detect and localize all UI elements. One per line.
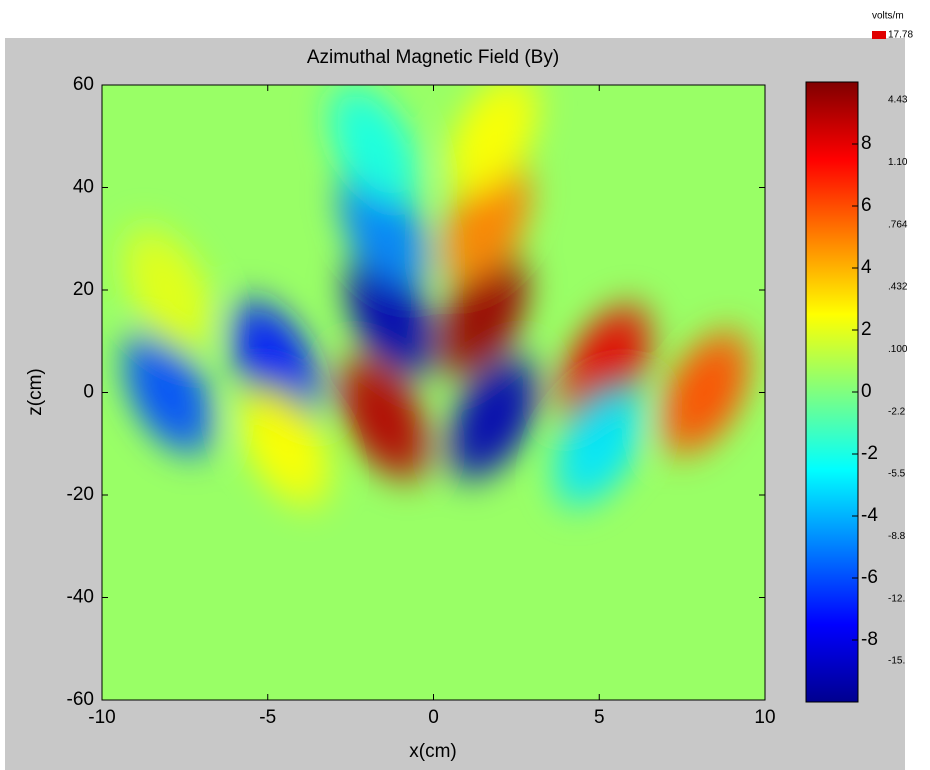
chart-title: Azimuthal Magnetic Field (By) bbox=[307, 47, 559, 68]
y-tick-label: 60 bbox=[73, 74, 94, 95]
blob-layer bbox=[110, 85, 764, 523]
colorbar-tick-label: 0 bbox=[861, 381, 872, 402]
x-axis-label: x(cm) bbox=[409, 741, 456, 762]
y-tick-label: 0 bbox=[83, 382, 94, 403]
colorbar-tick-label: -2 bbox=[861, 443, 878, 464]
y-axis-label: z(cm) bbox=[25, 368, 46, 415]
side-legend-label: -2.2 bbox=[888, 406, 906, 417]
y-tick-label: 20 bbox=[73, 279, 94, 300]
y-tick-label: -60 bbox=[67, 689, 94, 710]
field-blob bbox=[647, 314, 764, 471]
x-tick-label: -10 bbox=[88, 707, 115, 728]
field-blob bbox=[434, 85, 552, 215]
colorbar-tick-label: 4 bbox=[861, 257, 872, 278]
colorbar-tick-label: -8 bbox=[861, 629, 878, 650]
x-tick-label: -5 bbox=[259, 707, 276, 728]
field-blob bbox=[226, 365, 343, 523]
colorbar bbox=[805, 81, 859, 703]
field bbox=[110, 85, 764, 523]
x-tick-label: 10 bbox=[754, 707, 775, 728]
side-legend-label: .100 bbox=[888, 344, 908, 355]
field-blob bbox=[110, 211, 227, 369]
side-legend-top: 17.78 bbox=[888, 30, 913, 41]
field-blob bbox=[315, 85, 433, 225]
colorbar-tick-label: 8 bbox=[861, 133, 872, 154]
colorbar-tick-label: -4 bbox=[861, 505, 878, 526]
y-tick-label: -20 bbox=[67, 484, 94, 505]
field-blob bbox=[434, 339, 552, 497]
side-legend-label: -12. bbox=[888, 593, 905, 604]
y-tick-label: 40 bbox=[73, 177, 94, 198]
side-legend-unit: volts/m bbox=[872, 11, 904, 22]
side-legend-label: -15. bbox=[888, 656, 905, 667]
colorbar-tick-label: -6 bbox=[861, 567, 878, 588]
colorbar-tick-label: 2 bbox=[861, 319, 872, 340]
side-legend-label: 4.43 bbox=[888, 95, 908, 106]
side-legend-label: -5.5 bbox=[888, 469, 906, 480]
x-tick-label: 5 bbox=[594, 707, 605, 728]
side-legend-swatch bbox=[872, 31, 886, 39]
side-legend-label: 1.10 bbox=[888, 157, 908, 168]
colorbar-tick-label: 6 bbox=[861, 195, 872, 216]
y-tick-label: -40 bbox=[67, 587, 94, 608]
side-legend-label: .764 bbox=[888, 219, 908, 230]
side-legend-label: .432 bbox=[888, 282, 908, 293]
field-blob bbox=[541, 365, 658, 523]
side-legend-label: -8.8 bbox=[888, 531, 906, 542]
field-blob bbox=[325, 339, 442, 497]
x-tick-label: 0 bbox=[428, 707, 439, 728]
